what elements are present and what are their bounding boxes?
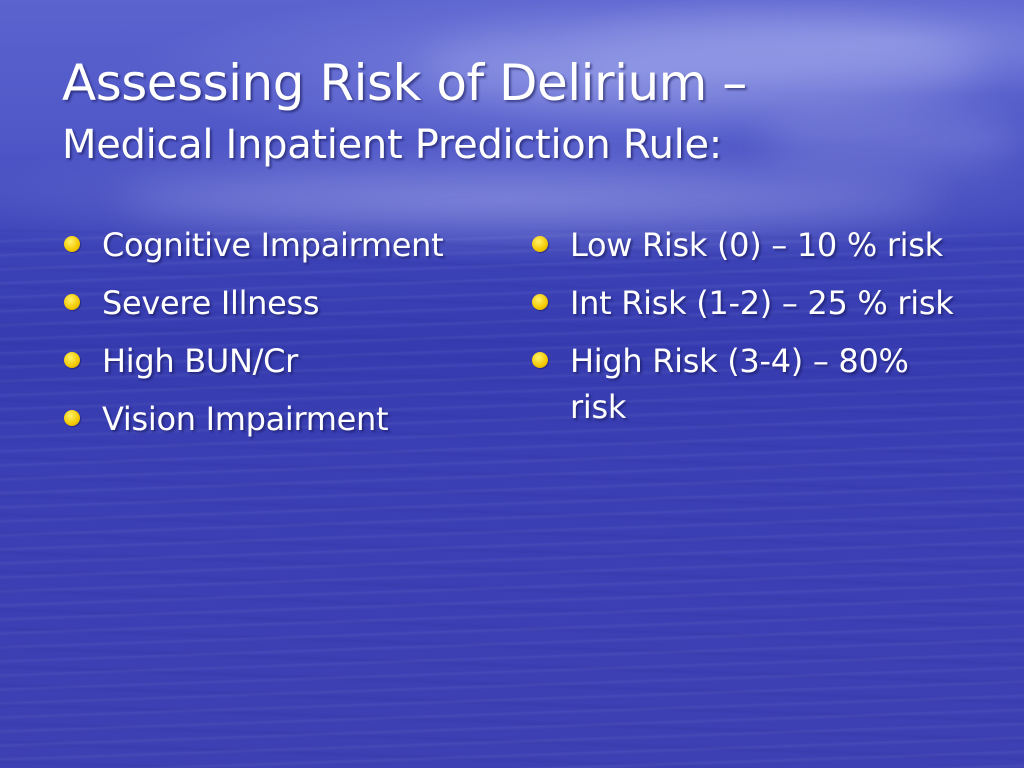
list-item: Vision Impairment <box>62 396 512 442</box>
list-item-text: Vision Impairment <box>102 400 389 438</box>
list-item: High BUN/Cr <box>62 338 512 384</box>
list-item-text: Severe Illness <box>102 284 320 322</box>
slide-title: Assessing Risk of Delirium – Medical Inp… <box>62 50 747 174</box>
list-item: Cognitive Impairment <box>62 222 512 268</box>
title-line-2: Medical Inpatient Prediction Rule: <box>62 122 722 168</box>
bullet-icon <box>64 294 80 310</box>
list-item-text: Int Risk (1-2) – 25 % risk <box>570 284 954 322</box>
risk-factors-list: Cognitive Impairment Severe Illness High… <box>62 222 512 454</box>
list-item-text: Cognitive Impairment <box>102 226 444 264</box>
bullet-icon <box>64 236 80 252</box>
list-item: Severe Illness <box>62 280 512 326</box>
title-line-1: Assessing Risk of Delirium – <box>62 54 747 112</box>
bullet-icon <box>64 352 80 368</box>
bullet-icon <box>64 410 80 426</box>
list-item-text: High Risk (3-4) – 80% risk <box>570 342 909 426</box>
bullet-icon <box>532 352 548 368</box>
cloud-decoration <box>120 170 940 230</box>
list-item: Int Risk (1-2) – 25 % risk <box>530 280 970 326</box>
list-item: Low Risk (0) – 10 % risk <box>530 222 970 268</box>
list-item: High Risk (3-4) – 80% risk <box>530 338 970 430</box>
bullet-icon <box>532 294 548 310</box>
bullet-icon <box>532 236 548 252</box>
list-item-text: Low Risk (0) – 10 % risk <box>570 226 943 264</box>
list-item-text: High BUN/Cr <box>102 342 299 380</box>
risk-levels-list: Low Risk (0) – 10 % risk Int Risk (1-2) … <box>530 222 970 442</box>
cloud-decoration <box>760 110 1020 170</box>
